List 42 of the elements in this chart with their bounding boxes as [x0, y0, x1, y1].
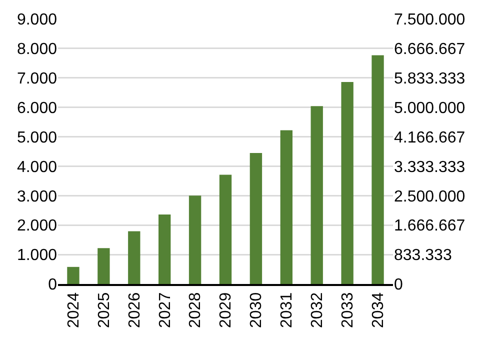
- y2-tick-label: 5.833.333: [394, 70, 466, 88]
- y-tick-label: 5.000: [16, 129, 58, 146]
- y-tick-label: 4.000: [16, 158, 58, 176]
- bar: [128, 231, 140, 284]
- y2-tick-label: 7.500.000: [394, 12, 466, 29]
- x-tick-label: 2029: [218, 292, 235, 328]
- y-tick-label: 6.000: [16, 100, 58, 117]
- y2-tick-label: 3.333.333: [394, 158, 466, 176]
- y-tick-label: 8.000: [16, 41, 58, 58]
- bar: [341, 82, 354, 284]
- bar: [67, 266, 80, 284]
- x-tick-label: 2026: [126, 292, 144, 328]
- x-tick-label: 2033: [340, 292, 357, 328]
- bar: [310, 106, 323, 284]
- bar: [250, 152, 262, 284]
- y2-tick-label: 6.666.667: [394, 41, 466, 58]
- x-tick-label: 2027: [156, 292, 174, 328]
- y-tick-label: 7.000: [16, 70, 58, 88]
- x-tick-label: 2032: [309, 292, 326, 328]
- bar: [158, 214, 171, 284]
- x-tick-label: 2028: [187, 292, 204, 328]
- x-tick-label: 2025: [96, 292, 113, 328]
- y2-tick-label: 833.333: [394, 247, 452, 264]
- y2-tick-label: 0: [394, 276, 403, 294]
- y2-tick-label: 2.500.000: [394, 188, 466, 206]
- y-tick-label: 2.000: [16, 218, 58, 235]
- x-tick-label: 2024: [65, 292, 82, 328]
- y-tick-label: 3.000: [16, 188, 58, 206]
- bar: [372, 55, 384, 284]
- y-tick-label: 0: [48, 276, 58, 294]
- y-tick-label: 9.000: [16, 12, 58, 29]
- x-tick-label: 2030: [248, 292, 266, 328]
- y-tick-label: 1.000: [16, 247, 58, 264]
- x-tick-label: 2031: [278, 292, 296, 328]
- y2-tick-label: 5.000.000: [394, 100, 466, 117]
- bar: [98, 248, 110, 284]
- x-tick-label: 2034: [370, 292, 387, 328]
- bar: [280, 130, 292, 284]
- y2-tick-label: 1.666.667: [394, 218, 466, 235]
- bar: [188, 196, 202, 284]
- y2-tick-label: 4.166.667: [394, 129, 466, 146]
- bar: [219, 174, 232, 284]
